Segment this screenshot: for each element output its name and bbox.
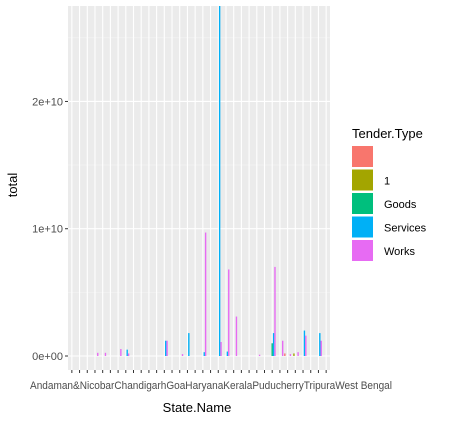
bar — [274, 266, 276, 356]
x-axis: Andaman&NicobarChandigarhGoaHaryanaKeral… — [30, 370, 392, 392]
bar — [305, 335, 307, 356]
legend: Tender.Type 1 Goods Services Works — [352, 126, 427, 261]
bar — [271, 343, 273, 356]
legend-key — [352, 146, 373, 167]
legend-key — [352, 169, 373, 191]
bar — [188, 333, 190, 356]
bar — [120, 349, 122, 356]
bar — [203, 352, 205, 356]
bar — [284, 353, 286, 356]
bar — [320, 340, 322, 356]
legend-title: Tender.Type — [352, 126, 423, 141]
bar — [181, 354, 184, 356]
bar — [97, 352, 99, 356]
y-axis: 0e+00 1e+10 2e+10 — [32, 96, 68, 363]
legend-label: Works — [384, 246, 415, 258]
x-tick-labels: Andaman&NicobarChandigarhGoaHaryanaKeral… — [30, 380, 392, 392]
y-tick-label: 1e+10 — [32, 224, 63, 236]
legend-key — [352, 193, 373, 214]
y-tick-label: 0e+00 — [32, 351, 63, 363]
bar — [235, 316, 238, 356]
plot-panel — [68, 6, 330, 370]
legend-label: Services — [384, 223, 427, 235]
bar — [218, 6, 221, 356]
x-axis-title: State.Name — [163, 400, 232, 415]
bar — [297, 352, 299, 356]
bar — [226, 351, 229, 356]
bar — [104, 352, 107, 356]
y-tick-label: 2e+10 — [32, 96, 63, 108]
legend-key — [352, 216, 373, 238]
bars — [97, 6, 322, 356]
bar — [127, 353, 130, 356]
bar — [281, 340, 284, 356]
bar — [204, 232, 207, 356]
legend-label: 1 — [384, 176, 390, 188]
legend-key — [352, 240, 373, 261]
bar — [220, 342, 222, 356]
bar — [166, 340, 168, 356]
bar — [319, 333, 321, 356]
bar — [272, 333, 275, 356]
legend-label: Goods — [384, 199, 417, 211]
bar — [228, 269, 230, 356]
bar — [165, 340, 167, 356]
bar — [258, 354, 261, 356]
grid-lines — [68, 6, 330, 370]
y-axis-title: total — [5, 173, 20, 198]
bar — [126, 349, 128, 356]
bar — [293, 353, 295, 356]
bar — [289, 354, 292, 356]
bar — [303, 330, 306, 356]
